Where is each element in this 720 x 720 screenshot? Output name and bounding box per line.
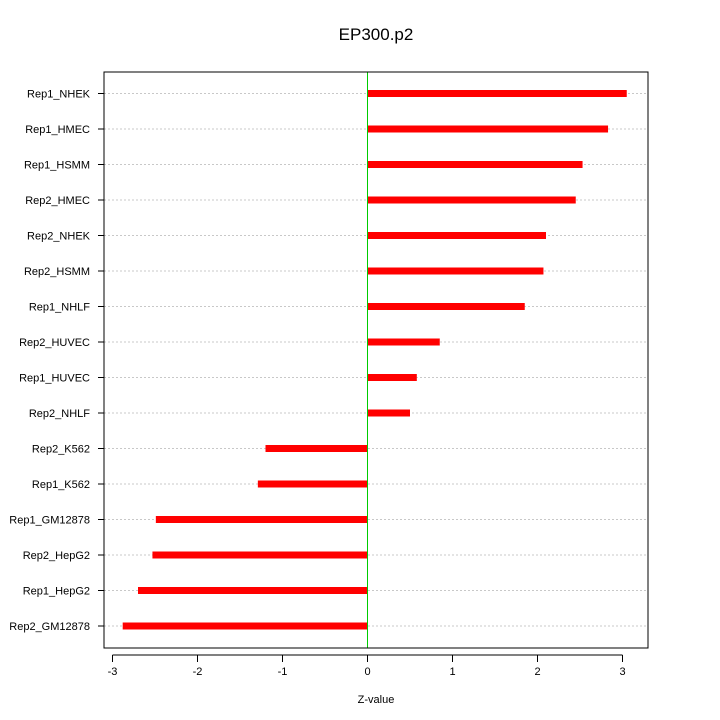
x-axis-title: Z-value bbox=[358, 694, 395, 706]
chart-title: EP300.p2 bbox=[339, 25, 414, 44]
x-axis: -3 -2 -1 0 1 2 3 bbox=[108, 654, 626, 678]
y-tick-label: Rep2_GM12878 bbox=[9, 621, 90, 633]
plot-frame bbox=[103, 71, 649, 649]
bar-rep1_huvec bbox=[367, 374, 417, 381]
y-tick-label: Rep1_HUVEC bbox=[19, 373, 90, 385]
bar-rep2_gm12878 bbox=[122, 622, 368, 630]
bar-rep2_k562 bbox=[265, 445, 368, 452]
bar-rep1_k562 bbox=[257, 480, 368, 488]
bar-rep2_nhlf bbox=[367, 409, 410, 417]
bar-rep1_nhek bbox=[367, 90, 627, 97]
x-tick-label: -2 bbox=[193, 666, 203, 678]
bar-rep2_nhek bbox=[367, 232, 546, 239]
bar-rep1_gm12878 bbox=[155, 516, 368, 523]
bars bbox=[122, 90, 627, 630]
y-tick-label: Rep1_K562 bbox=[32, 479, 90, 491]
y-tick-labels: Rep1_NHEK Rep1_HMEC Rep1_HSMM Rep2_HMEC Rep2… bbox=[9, 89, 104, 633]
x-tick-label: 2 bbox=[534, 666, 540, 678]
bar-rep1_hepg2 bbox=[138, 587, 368, 594]
y-tick-label: Rep2_HSMM bbox=[24, 266, 90, 278]
y-tick-label: Rep1_NHEK bbox=[27, 89, 91, 101]
y-tick-label: Rep2_HepG2 bbox=[23, 550, 90, 562]
bar-rep1_hsmm bbox=[367, 161, 583, 168]
bar-rep1_nhlf bbox=[367, 303, 525, 310]
bar-rep2_hepg2 bbox=[152, 551, 368, 559]
x-tick-label: 1 bbox=[449, 666, 455, 678]
grid-lines bbox=[104, 93, 648, 627]
x-tick-label: 0 bbox=[364, 666, 370, 678]
y-tick-label: Rep2_HMEC bbox=[25, 195, 90, 207]
bar-rep1_hmec bbox=[367, 125, 609, 133]
bar-rep2_hsmm bbox=[367, 267, 544, 275]
y-tick-label: Rep1_GM12878 bbox=[9, 515, 90, 527]
y-tick-label: Rep1_HepG2 bbox=[23, 586, 90, 598]
y-tick-label: Rep1_HSMM bbox=[24, 160, 90, 172]
y-tick-label: Rep1_NHLF bbox=[29, 302, 90, 314]
y-tick-label: Rep2_HUVEC bbox=[19, 337, 90, 349]
y-tick-label: Rep2_K562 bbox=[32, 444, 90, 456]
x-tick-label: -3 bbox=[108, 666, 118, 678]
y-tick-label: Rep2_NHLF bbox=[29, 408, 90, 420]
bar-rep2_hmec bbox=[367, 196, 576, 204]
x-tick-label: 3 bbox=[619, 666, 625, 678]
y-tick-label: Rep2_NHEK bbox=[27, 231, 91, 243]
y-tick-label: Rep1_HMEC bbox=[25, 124, 90, 136]
bar-rep2_huvec bbox=[367, 338, 440, 346]
x-tick-label: -1 bbox=[278, 666, 288, 678]
